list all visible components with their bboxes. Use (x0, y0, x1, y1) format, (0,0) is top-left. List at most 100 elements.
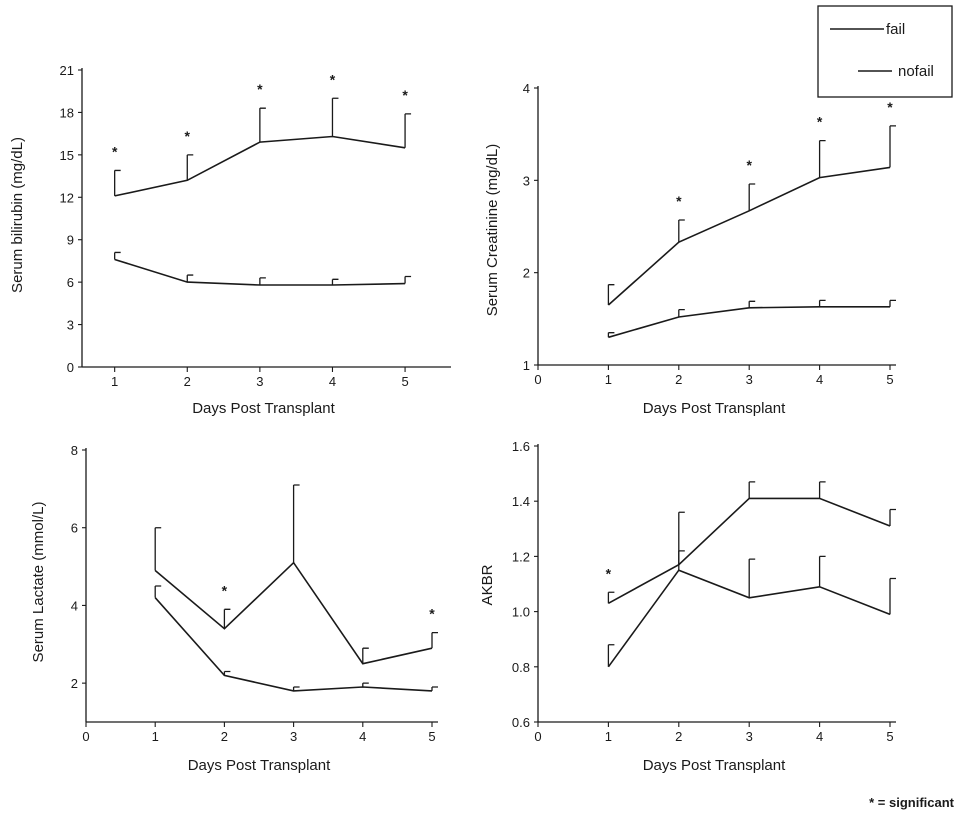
lactate-significance-marker: * (222, 582, 228, 598)
bilirubin-x-tick-label: 3 (256, 374, 263, 389)
bilirubin-series-fail-error-bar (404, 113, 412, 148)
legend: fail nofail (817, 5, 953, 98)
akbr-x-tick-label: 0 (534, 729, 541, 744)
lactate-significance-marker: * (429, 606, 435, 622)
akbr-x-axis-title: Days Post Transplant (643, 757, 786, 774)
creatinine-series-nofail-line (608, 305, 890, 339)
lactate-series-nofail-error-bar (362, 682, 369, 688)
chart-panel-akbr: 0.6 0.8 1.0 1.2 1.4 1.6 0 1 2 3 4 5 Days Post Transp… (479, 439, 896, 774)
lactate-x-axis-title: Days Post Transplant (188, 757, 331, 774)
legend-label-nofail: nofail (898, 63, 934, 80)
akbr-x-tick-label: 3 (746, 729, 753, 744)
bilirubin-y-tick-label: 12 (60, 190, 74, 205)
significance-footnote: * = significant (869, 795, 955, 810)
bilirubin-x-tick-label: 2 (184, 374, 191, 389)
akbr-series-fail-error-bar (818, 555, 826, 587)
bilirubin-significance-marker: * (185, 128, 191, 144)
creatinine-x-tick-label: 2 (675, 372, 682, 387)
creatinine-series-nofail-error-bar (889, 299, 896, 307)
legend-box (817, 5, 953, 98)
creatinine-series-fail-error-bar (607, 284, 615, 305)
bilirubin-series-nofail-error-bar (331, 278, 339, 285)
lactate-x-tick-label: 3 (290, 729, 297, 744)
lactate-x-tick-label: 2 (221, 729, 228, 744)
creatinine-y-tick-label: 2 (523, 266, 530, 281)
creatinine-series-nofail-error-bar (607, 332, 615, 338)
akbr-series-nofail-error-bar (818, 481, 826, 499)
akbr-y-tick-label: 1.6 (512, 439, 530, 454)
bilirubin-series-fail-error-bar (186, 154, 194, 181)
akbr-x-tick-label: 5 (886, 729, 893, 744)
lactate-y-axis-title: Serum Lactate (mmol/L) (30, 502, 47, 663)
akbr-series-nofail-error-bar (607, 591, 615, 604)
bilirubin-y-tick-label: 9 (67, 233, 74, 248)
bilirubin-significance-marker: * (112, 143, 118, 159)
creatinine-y-axis-title: Serum Creatinine (mg/dL) (484, 144, 501, 317)
bilirubin-series-nofail-error-bar (259, 277, 266, 285)
bilirubin-series-fail-line (114, 135, 406, 197)
bilirubin-x-tick-label: 4 (329, 374, 336, 389)
chart-panel-lactate: 2 4 6 8 0 1 2 3 4 5 Days Post Transplant Serum Lact… (30, 443, 438, 774)
creatinine-x-tick-label: 0 (534, 372, 541, 387)
creatinine-series-nofail-error-bar (678, 308, 685, 317)
bilirubin-x-tick-label: 5 (401, 374, 408, 389)
akbr-x-tick-label: 4 (816, 729, 823, 744)
bilirubin-y-tick-label: 6 (67, 275, 74, 290)
creatinine-y-tick-label: 1 (523, 358, 530, 373)
bilirubin-series-fail-error-bar (331, 97, 339, 137)
creatinine-series-fail-error-bar (818, 139, 826, 178)
akbr-y-axis-title: AKBR (479, 564, 496, 605)
lactate-series-fail-error-bar (154, 527, 162, 571)
akbr-y-tick-label: 1.4 (512, 494, 530, 509)
creatinine-x-axis-title: Days Post Transplant (643, 400, 786, 417)
bilirubin-series-nofail-line (114, 258, 406, 286)
lactate-series-fail-error-bar (292, 484, 300, 563)
bilirubin-y-tick-label: 21 (60, 63, 74, 78)
creatinine-x-tick-label: 4 (816, 372, 823, 387)
bilirubin-y-axis-title: Serum bilirubin (mg/dL) (9, 137, 26, 293)
lactate-y-tick-label: 6 (71, 521, 78, 536)
lactate-series-nofail-error-bar (223, 670, 231, 676)
lactate-y-tick-label: 2 (71, 676, 78, 691)
bilirubin-series-nofail-error-bar (404, 275, 412, 284)
bilirubin-y-tick-label: 15 (60, 148, 74, 163)
bilirubin-y-tick-label: 3 (67, 318, 74, 333)
creatinine-significance-marker: * (746, 157, 752, 173)
akbr-series-fail-error-bar (678, 511, 685, 571)
lactate-series-fail-error-bar (362, 647, 369, 664)
akbr-series-nofail-error-bar (748, 481, 756, 499)
creatinine-series-fail-error-bar (748, 183, 756, 211)
creatinine-significance-marker: * (676, 193, 682, 209)
bilirubin-series-nofail-error-bar (186, 274, 194, 283)
akbr-series-fail-error-bar (748, 558, 756, 598)
bilirubin-x-tick-label: 1 (111, 374, 118, 389)
creatinine-series-nofail-error-bar (818, 299, 826, 307)
akbr-y-tick-label: 0.8 (512, 660, 530, 675)
akbr-x-tick-label: 1 (605, 729, 612, 744)
akbr-series-fail-error-bar (889, 577, 896, 615)
creatinine-x-tick-label: 1 (605, 372, 612, 387)
lactate-x-tick-label: 1 (152, 729, 159, 744)
creatinine-series-fail-error-bar (889, 125, 896, 168)
lactate-series-nofail-error-bar (431, 686, 438, 691)
lactate-y-tick-label: 8 (71, 443, 78, 458)
legend-label-fail: fail (886, 21, 905, 38)
creatinine-x-tick-label: 3 (746, 372, 753, 387)
creatinine-x-tick-label: 5 (886, 372, 893, 387)
creatinine-y-tick-label: 4 (523, 81, 530, 96)
lactate-series-nofail-error-bar (292, 686, 300, 691)
lactate-series-fail-error-bar (431, 631, 438, 649)
lactate-series-fail-line (154, 561, 433, 665)
akbr-y-tick-label: 1.0 (512, 605, 530, 620)
creatinine-significance-marker: * (887, 99, 893, 115)
akbr-y-tick-label: 0.6 (512, 715, 530, 730)
creatinine-series-fail-error-bar (678, 219, 685, 243)
bilirubin-y-tick-label: 18 (60, 105, 74, 120)
bilirubin-series-fail-error-bar (259, 107, 266, 143)
bilirubin-x-axis-title: Days Post Transplant (192, 400, 335, 417)
lactate-x-tick-label: 5 (428, 729, 435, 744)
akbr-x-tick-label: 2 (675, 729, 682, 744)
akbr-series-nofail-error-bar (889, 508, 896, 527)
creatinine-series-nofail-error-bar (748, 300, 756, 308)
akbr-significance-marker: * (606, 565, 612, 581)
